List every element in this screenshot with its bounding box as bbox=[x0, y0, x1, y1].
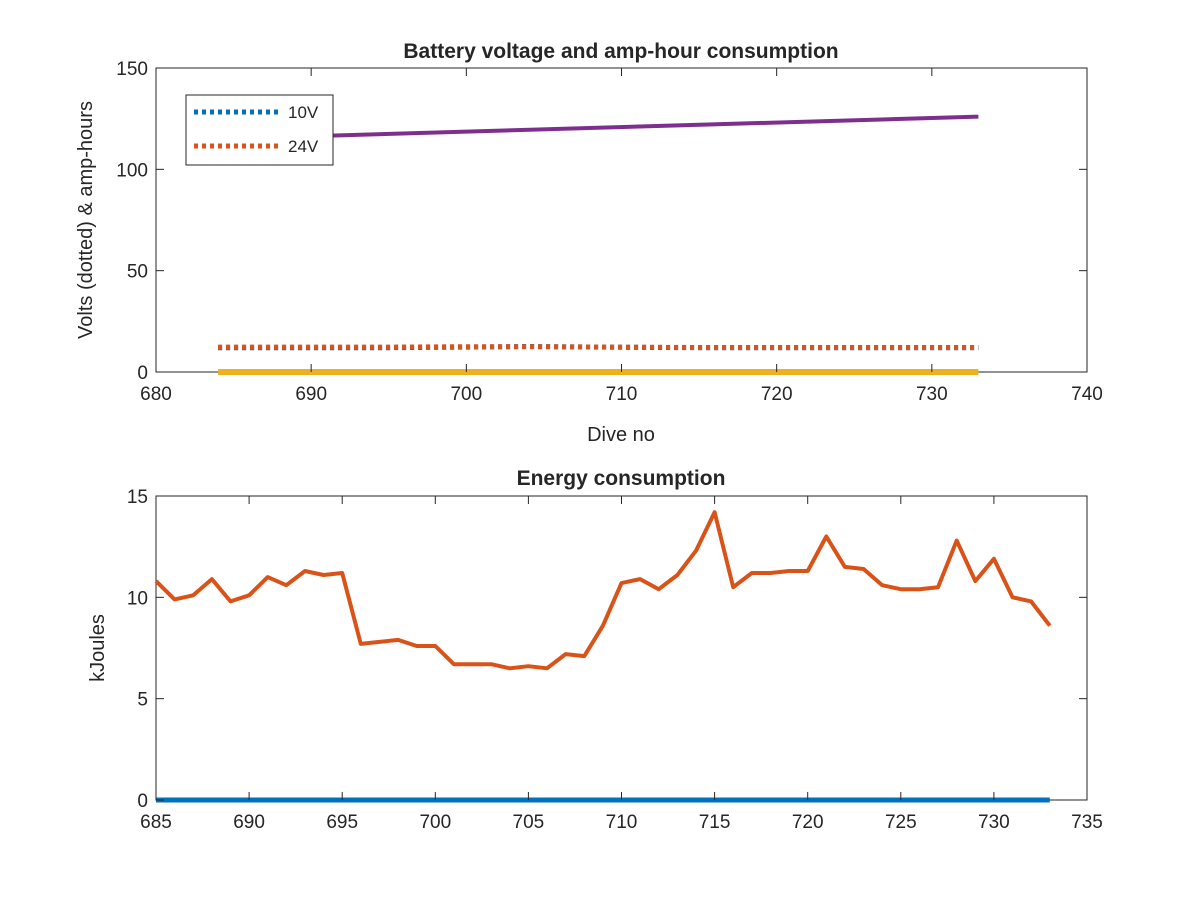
legend-box bbox=[185, 94, 334, 166]
x-tick-label: 730 bbox=[978, 812, 1010, 833]
plot-area bbox=[155, 495, 1088, 801]
y-tick-label: 5 bbox=[137, 690, 148, 711]
y-tick-label: 100 bbox=[116, 160, 148, 181]
x-tick-label: 710 bbox=[606, 384, 638, 405]
x-tick-label: 700 bbox=[450, 384, 482, 405]
chart-title: Battery voltage and amp-hour consumption bbox=[403, 40, 838, 63]
y-axis-label: Volts (dotted) & amp-hours bbox=[75, 101, 97, 339]
x-tick-label: 700 bbox=[419, 812, 451, 833]
energy-chart: Energy consumption 685 690 695 700 705 710 715… bbox=[87, 467, 1103, 833]
x-tick-label: 710 bbox=[606, 812, 638, 833]
legend-label-24v: 24V bbox=[288, 137, 319, 156]
x-tick-label: 680 bbox=[140, 384, 172, 405]
x-tick-label: 690 bbox=[233, 812, 265, 833]
y-tick-label: 150 bbox=[116, 59, 148, 80]
legend: 10V 24V bbox=[185, 94, 334, 166]
x-tick-label: 695 bbox=[326, 812, 358, 833]
y-tick-label: 15 bbox=[127, 487, 148, 508]
x-tick-label: 740 bbox=[1071, 384, 1103, 405]
y-axis-label: kJoules bbox=[87, 614, 109, 682]
series-line-2 bbox=[218, 114, 979, 141]
x-tick-label: 735 bbox=[1071, 812, 1103, 833]
chart-title: Energy consumption bbox=[517, 467, 726, 490]
y-tick-label: 50 bbox=[127, 262, 148, 283]
x-tick-label: 705 bbox=[513, 812, 545, 833]
voltage-chart: Battery voltage and amp-hour consumption… bbox=[75, 40, 1103, 446]
x-tick-label: 715 bbox=[699, 812, 731, 833]
y-tick-label: 0 bbox=[137, 791, 148, 812]
x-axis-label: Dive no bbox=[587, 424, 655, 446]
x-tick-label: 720 bbox=[761, 384, 793, 405]
x-tick-label: 690 bbox=[295, 384, 327, 405]
x-tick-label: 730 bbox=[916, 384, 948, 405]
x-tick-label: 720 bbox=[792, 812, 824, 833]
y-tick-label: 0 bbox=[137, 363, 148, 384]
series-line-1 bbox=[218, 344, 979, 350]
x-tick-label: 685 bbox=[140, 812, 172, 833]
x-tick-label: 725 bbox=[885, 812, 917, 833]
legend-label-10v: 10V bbox=[288, 103, 319, 122]
series-line-0 bbox=[154, 510, 1052, 671]
y-tick-label: 10 bbox=[127, 588, 148, 609]
